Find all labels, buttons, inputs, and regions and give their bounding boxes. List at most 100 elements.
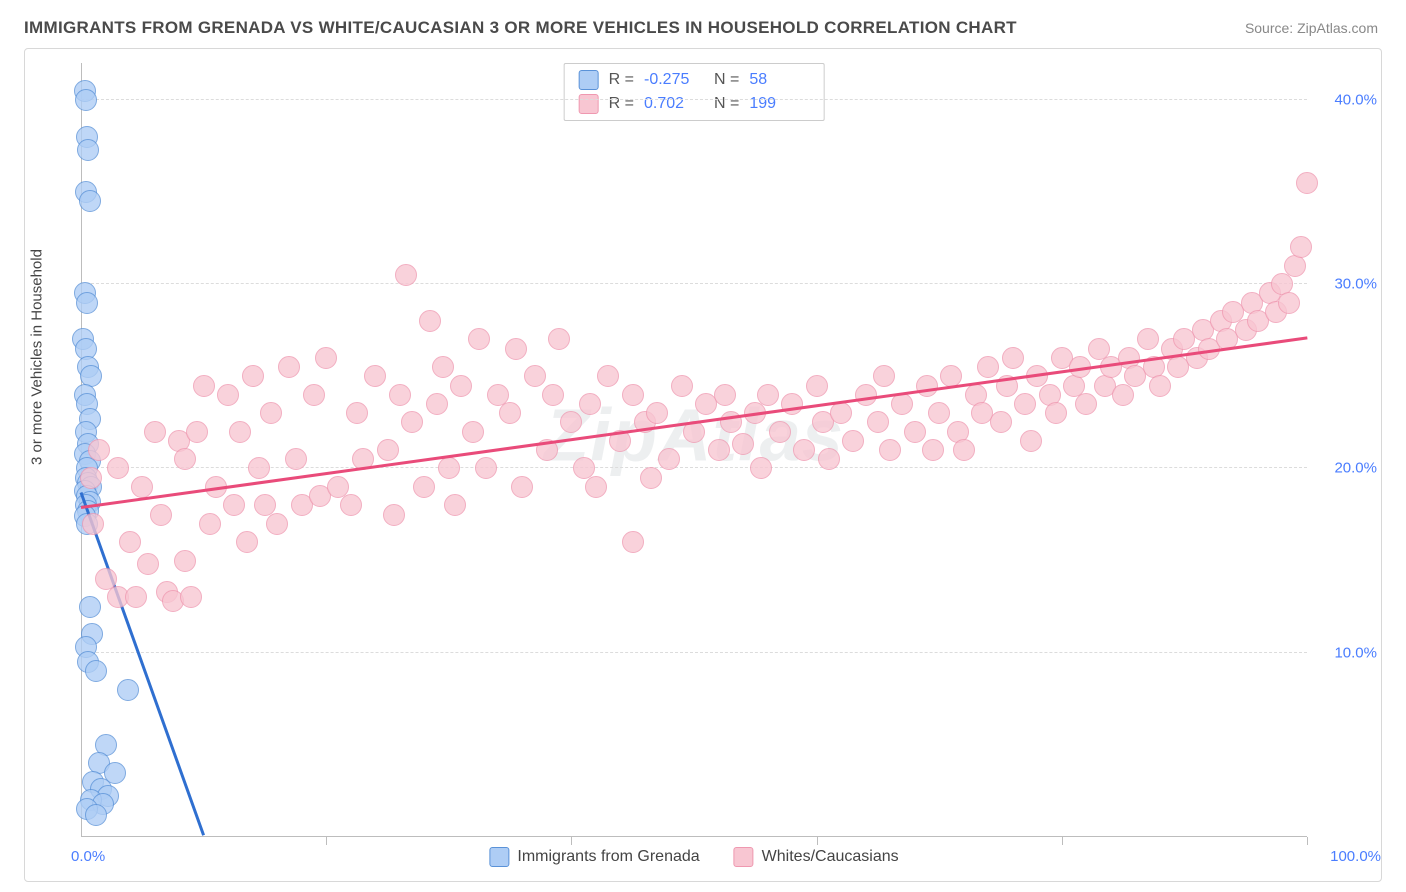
y-tick-label: 30.0%: [1334, 276, 1377, 293]
scatter-point-white: [223, 494, 245, 516]
scatter-point-white: [248, 457, 270, 479]
scatter-point-white: [505, 338, 527, 360]
legend-item-grenada: Immigrants from Grenada: [489, 847, 699, 867]
scatter-point-white: [144, 421, 166, 443]
scatter-point-white: [340, 494, 362, 516]
scatter-point-white: [377, 439, 399, 461]
scatter-point-grenada: [85, 660, 107, 682]
scatter-point-white: [217, 384, 239, 406]
scatter-point-white: [186, 421, 208, 443]
scatter-point-white: [928, 402, 950, 424]
scatter-point-white: [426, 393, 448, 415]
grid-line-h: [81, 99, 1307, 100]
scatter-point-white: [953, 439, 975, 461]
source-link[interactable]: ZipAtlas.com: [1297, 20, 1378, 36]
stats-row-grenada: R = -0.275 N = 58: [579, 68, 810, 92]
scatter-point-white: [585, 476, 607, 498]
y-tick-label: 10.0%: [1334, 644, 1377, 661]
stats-row-white: R = 0.702 N = 199: [579, 92, 810, 116]
scatter-point-white: [174, 550, 196, 572]
stat-n-value-white: 199: [749, 95, 809, 113]
legend-swatch-grenada: [489, 847, 509, 867]
scatter-point-white: [1278, 292, 1300, 314]
scatter-point-white: [364, 365, 386, 387]
plot-area: ZipAtlas R = -0.275 N = 58 R = 0.702 N =…: [81, 63, 1307, 837]
scatter-point-white: [137, 553, 159, 575]
scatter-point-white: [579, 393, 601, 415]
stat-r-value-grenada: -0.275: [644, 71, 704, 89]
scatter-point-white: [193, 375, 215, 397]
scatter-point-white: [419, 310, 441, 332]
scatter-point-white: [757, 384, 779, 406]
scatter-point-white: [1112, 384, 1134, 406]
scatter-point-white: [806, 375, 828, 397]
x-tick-mark: [571, 837, 572, 845]
scatter-point-white: [671, 375, 693, 397]
chart-container: IMMIGRANTS FROM GRENADA VS WHITE/CAUCASI…: [0, 0, 1406, 892]
scatter-point-white: [462, 421, 484, 443]
scatter-point-white: [750, 457, 772, 479]
stat-n-label: N =: [714, 95, 739, 113]
scatter-point-white: [260, 402, 282, 424]
scatter-point-white: [1075, 393, 1097, 415]
scatter-point-white: [922, 439, 944, 461]
scatter-point-white: [990, 411, 1012, 433]
x-tick-label-min: 0.0%: [71, 848, 105, 865]
scatter-point-white: [499, 402, 521, 424]
scatter-point-white: [708, 439, 730, 461]
scatter-point-white: [468, 328, 490, 350]
scatter-point-white: [793, 439, 815, 461]
scatter-point-white: [714, 384, 736, 406]
x-tick-mark: [1307, 837, 1308, 845]
scatter-point-white: [80, 467, 102, 489]
chart-title: IMMIGRANTS FROM GRENADA VS WHITE/CAUCASI…: [24, 18, 1017, 38]
scatter-point-white: [180, 586, 202, 608]
scatter-point-white: [131, 476, 153, 498]
scatter-point-white: [315, 347, 337, 369]
scatter-point-white: [1014, 393, 1036, 415]
scatter-point-white: [444, 494, 466, 516]
scatter-point-white: [432, 356, 454, 378]
legend-label-grenada: Immigrants from Grenada: [517, 848, 699, 866]
x-tick-mark: [326, 837, 327, 845]
grid-line-h: [81, 652, 1307, 653]
scatter-point-white: [401, 411, 423, 433]
scatter-point-white: [904, 421, 926, 443]
scatter-point-white: [1137, 328, 1159, 350]
scatter-point-grenada: [79, 190, 101, 212]
scatter-point-white: [1290, 236, 1312, 258]
scatter-point-white: [107, 457, 129, 479]
scatter-point-white: [174, 448, 196, 470]
scatter-point-white: [82, 513, 104, 535]
scatter-point-white: [346, 402, 368, 424]
scatter-point-white: [475, 457, 497, 479]
scatter-point-white: [413, 476, 435, 498]
scatter-point-white: [199, 513, 221, 535]
scatter-point-white: [830, 402, 852, 424]
scatter-point-white: [916, 375, 938, 397]
swatch-white: [579, 94, 599, 114]
scatter-point-white: [879, 439, 901, 461]
stat-r-label: R =: [609, 95, 634, 113]
scatter-point-white: [395, 264, 417, 286]
bottom-legend: Immigrants from Grenada Whites/Caucasian…: [489, 847, 898, 867]
grid-line-h: [81, 283, 1307, 284]
scatter-point-white: [229, 421, 251, 443]
scatter-point-white: [548, 328, 570, 350]
scatter-point-white: [1149, 375, 1171, 397]
scatter-point-white: [88, 439, 110, 461]
y-axis-label: 3 or more Vehicles in Household: [29, 249, 46, 465]
x-tick-mark: [817, 837, 818, 845]
scatter-point-white: [597, 365, 619, 387]
scatter-point-white: [977, 356, 999, 378]
scatter-point-white: [1002, 347, 1024, 369]
scatter-point-white: [842, 430, 864, 452]
scatter-point-white: [389, 384, 411, 406]
scatter-point-grenada: [76, 292, 98, 314]
scatter-point-white: [150, 504, 172, 526]
scatter-point-white: [278, 356, 300, 378]
scatter-point-white: [732, 433, 754, 455]
source-label: Source:: [1245, 20, 1293, 36]
source-attribution: Source: ZipAtlas.com: [1245, 20, 1378, 36]
x-axis-line: [81, 836, 1307, 837]
